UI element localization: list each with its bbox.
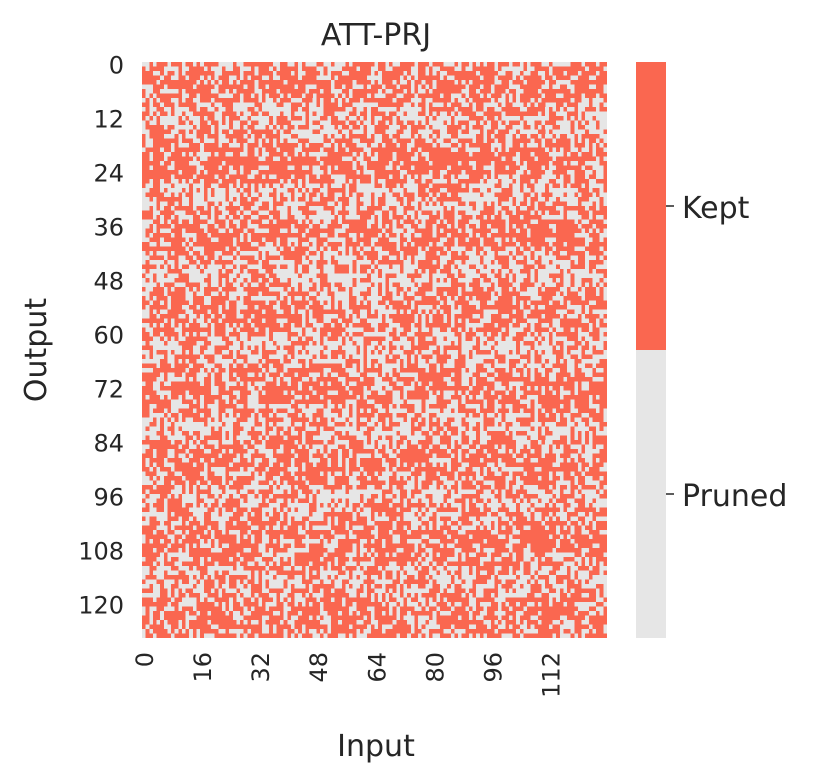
y-tick-label: 24 [93, 159, 124, 187]
y-axis-label: Output [19, 298, 54, 402]
y-tick-label: 0 [109, 51, 124, 79]
y-tick-label: 60 [93, 321, 124, 349]
colorbar-pruned-segment [636, 350, 666, 638]
colorbar-kept-segment [636, 62, 666, 350]
x-tick-label: 112 [538, 652, 566, 698]
y-tick-label: 72 [93, 375, 124, 403]
x-axis-ticks: 0 16 32 48 64 80 96 112 [131, 652, 566, 698]
y-tick-label: 84 [93, 429, 124, 457]
y-tick-label: 48 [93, 267, 124, 295]
x-tick-label: 16 [189, 652, 217, 683]
colorbar: Kept Pruned [636, 62, 787, 638]
colorbar-label-kept: Kept [682, 191, 750, 226]
heatmap-kept-cells [142, 62, 607, 638]
chart-title: ATT-PRJ [321, 18, 431, 53]
x-axis-label: Input [337, 729, 415, 764]
y-tick-label: 96 [93, 483, 124, 511]
y-tick-label: 108 [78, 537, 124, 565]
y-tick-label: 36 [93, 213, 124, 241]
y-tick-label: 12 [93, 105, 124, 133]
x-tick-label: 48 [305, 652, 333, 683]
x-tick-label: 80 [421, 652, 449, 683]
colorbar-label-pruned: Pruned [682, 479, 787, 514]
heatmap-grid [142, 62, 607, 638]
x-tick-label: 64 [363, 652, 391, 683]
y-tick-label: 120 [78, 591, 124, 619]
x-tick-label: 96 [480, 652, 508, 683]
x-tick-label: 0 [131, 652, 159, 667]
y-axis-ticks: 0 12 24 36 48 60 72 84 96 108 120 [78, 51, 124, 619]
x-tick-label: 32 [247, 652, 275, 683]
